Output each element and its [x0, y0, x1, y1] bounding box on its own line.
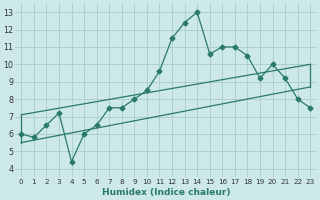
- X-axis label: Humidex (Indice chaleur): Humidex (Indice chaleur): [101, 188, 230, 197]
